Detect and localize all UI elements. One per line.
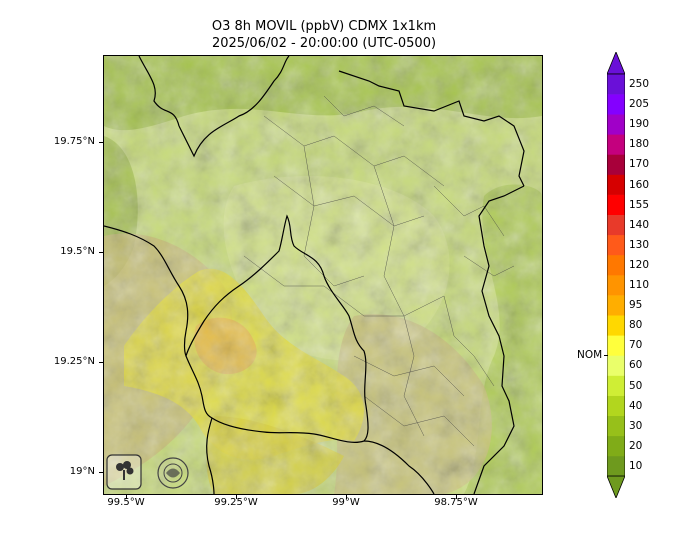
colorbar-segment [607, 375, 625, 396]
y-tick-label: 19°N [69, 466, 95, 477]
colorbar-segment [607, 94, 625, 115]
colorbar-segment [607, 355, 625, 376]
colorbar-extend-max [607, 52, 625, 75]
y-tick-mark [99, 252, 103, 253]
colorbar-segment [607, 174, 625, 195]
colorbar-level-label: 130 [629, 238, 650, 251]
x-tick-mark [126, 495, 127, 499]
ozone-map [104, 56, 542, 494]
colorbar-extend-min [607, 475, 625, 498]
colorbar-level-label: 160 [629, 178, 650, 191]
x-tick-label: 99.5°W [107, 497, 145, 508]
municipal-borders [243, 95, 515, 447]
colorbar-segment [607, 154, 625, 175]
colorbar-segment [607, 74, 625, 95]
colorbar-level-label: 10 [629, 459, 643, 472]
x-tick-mark [236, 495, 237, 499]
colorbar-level-label: 50 [629, 379, 643, 392]
colorbar-level-label: 170 [629, 158, 650, 171]
colorbar-segment [607, 415, 625, 437]
colorbar-segment [607, 335, 625, 356]
x-tick-label: 98.75°W [434, 497, 478, 508]
x-tick-label: 99°W [332, 497, 360, 508]
colorbar-level-label: 250 [629, 78, 650, 91]
map-title-line1: O3 8h MOVIL (ppbV) CDMX 1x1km [211, 19, 437, 34]
colorbar-level-label: 120 [629, 258, 650, 271]
colorbar-level-label: 80 [629, 319, 643, 332]
colorbar-level-label: 30 [629, 419, 643, 432]
y-tick-label: 19.75°N [53, 136, 95, 147]
colorbar-segment [607, 114, 625, 135]
y-tick-mark [99, 362, 103, 363]
colorbar-segment [607, 295, 625, 316]
sedema-logo [106, 454, 142, 490]
y-tick-mark [99, 142, 103, 143]
colorbar-segment [607, 455, 625, 477]
colorbar-level-label: 95 [629, 299, 643, 312]
colorbar-segment [607, 254, 625, 276]
x-tick-mark [346, 495, 347, 499]
colorbar-segment [607, 435, 625, 457]
state-borders [104, 56, 525, 494]
nom-tick-mark [604, 355, 608, 357]
y-tick-label: 19.25°N [53, 356, 95, 367]
y-tick-mark [99, 472, 103, 473]
y-tick-label: 19.5°N [60, 246, 95, 257]
colorbar-level-label: 205 [629, 98, 650, 111]
colorbar-level-label: 140 [629, 218, 650, 231]
colorbar-segment [607, 315, 625, 336]
map-panel[interactable] [103, 55, 543, 495]
colorbar-segment [607, 194, 625, 215]
colorbar-level-label: 190 [629, 118, 650, 131]
colorbar-level-label: 110 [629, 279, 650, 292]
colorbar-frame [607, 73, 625, 477]
nom-label: NOM [577, 349, 603, 362]
colorbar-segment [607, 214, 625, 236]
calidad-aire-logo [157, 457, 189, 489]
colorbar [607, 52, 625, 498]
colorbar-segment [607, 275, 625, 296]
colorbar-level-label: 20 [629, 439, 643, 452]
x-tick-mark [456, 495, 457, 499]
map-title-line2: 2025/06/02 - 20:00:00 (UTC-0500) [211, 36, 437, 51]
colorbar-level-label: 155 [629, 198, 650, 211]
colorbar-segment [607, 234, 625, 256]
colorbar-level-label: 180 [629, 138, 650, 151]
colorbar-segment [607, 395, 625, 416]
colorbar-level-label: 70 [629, 339, 643, 352]
colorbar-segment [607, 134, 625, 155]
x-tick-label: 99.25°W [214, 497, 258, 508]
colorbar-level-label: 60 [629, 359, 643, 372]
colorbar-level-label: 40 [629, 399, 643, 412]
